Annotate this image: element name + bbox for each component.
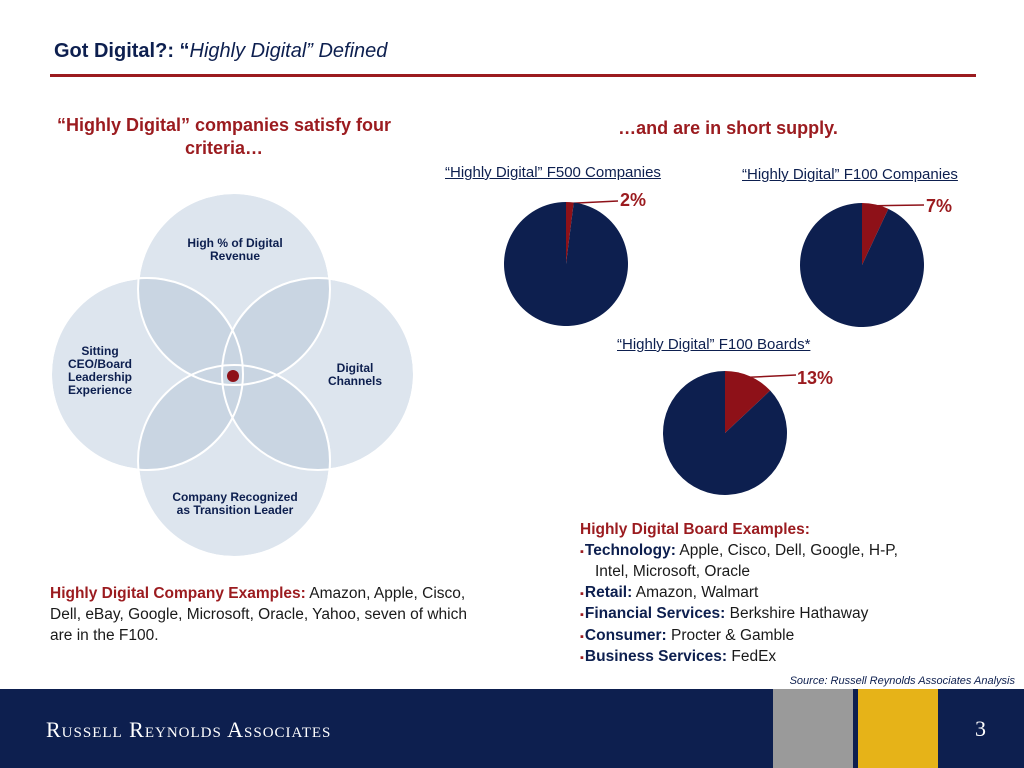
title-divider bbox=[50, 74, 976, 77]
pie-chart-boards bbox=[663, 371, 797, 495]
board-item-technology: ▪Technology: Apple, Cisco, Dell, Google,… bbox=[580, 541, 898, 559]
pie-chart-f100 bbox=[800, 203, 925, 327]
board-examples: Highly Digital Board Examples: ▪Technolo… bbox=[580, 520, 1000, 669]
pie-title-f100: “Highly Digital” F100 Companies bbox=[742, 166, 958, 183]
bullet-icon: ▪ bbox=[580, 630, 584, 643]
pie-chart-f500 bbox=[504, 200, 629, 326]
board-item-financial: ▪Financial Services: Berkshire Hathaway bbox=[580, 605, 869, 622]
footer-bar bbox=[0, 689, 1024, 768]
source-note: Source: Russell Reynolds Associates Anal… bbox=[789, 675, 1015, 687]
venn-label-left: Sitting CEO/Board Leadership Experience bbox=[67, 344, 133, 397]
venn-label-top: High % of Digital Revenue bbox=[187, 236, 283, 263]
venn-center-dot bbox=[227, 370, 239, 382]
board-item-technology-cont: Intel, Microsoft, Oracle bbox=[595, 563, 751, 580]
pie-title-boards: “Highly Digital” F100 Boards* bbox=[617, 336, 811, 353]
pie-leader-line-f500 bbox=[569, 200, 619, 205]
pie-slice-f500-highlight bbox=[566, 202, 574, 264]
pie-value-label-f100: 7% bbox=[926, 196, 953, 216]
board-item-retail: ▪Retail: Amazon, Walmart bbox=[580, 583, 759, 601]
venn-label-right: Digital Channels bbox=[327, 361, 382, 388]
slide-title: Got Digital?: “Highly Digital” Defined bbox=[54, 40, 387, 63]
pie-leader-line-f100 bbox=[875, 204, 925, 207]
board-item-business: ▪Business Services: FedEx bbox=[580, 648, 777, 665]
bullet-icon: ▪ bbox=[580, 587, 584, 600]
title-prefix: Got Digital?: bbox=[54, 40, 180, 62]
footer-gold-square bbox=[858, 689, 938, 768]
pie-slice-boards-highlight bbox=[725, 371, 771, 433]
criteria-heading: “Highly Digital” companies satisfy four … bbox=[56, 115, 392, 158]
bullet-icon: ▪ bbox=[580, 609, 584, 621]
title-open-quote: “ bbox=[179, 40, 190, 62]
bullet-icon: ▪ bbox=[580, 652, 584, 664]
board-examples-heading: Highly Digital Board Examples: bbox=[580, 521, 810, 538]
pie-value-label-boards: 13% bbox=[797, 368, 834, 388]
pie-slice-boards-rest bbox=[663, 371, 787, 495]
firm-logo-text: Russell Reynolds Associates bbox=[46, 717, 332, 742]
pie-slice-f100-highlight bbox=[862, 203, 889, 265]
company-examples-label: Highly Digital Company Examples: bbox=[50, 585, 306, 602]
supply-heading: …and are in short supply. bbox=[618, 118, 838, 138]
pie-slice-f500-rest bbox=[504, 202, 629, 326]
company-examples-text: Amazon, Apple, Cisco, Dell, eBay, Google… bbox=[50, 585, 467, 644]
title-italic: Highly Digital” Defined bbox=[189, 40, 388, 62]
pie-value-label-f500: 2% bbox=[620, 190, 647, 210]
pie-title-f500: “Highly Digital” F500 Companies bbox=[445, 164, 661, 181]
footer-gray-square bbox=[773, 689, 853, 768]
company-examples: Highly Digital Company Examples: Amazon,… bbox=[50, 583, 470, 646]
board-item-consumer: ▪Consumer: Procter & Gamble bbox=[580, 626, 795, 644]
venn-label-bottom: Company Recognized as Transition Leader bbox=[172, 490, 298, 517]
page-number: 3 bbox=[975, 716, 986, 741]
pie-slice-f100-rest bbox=[800, 203, 924, 327]
pie-leader-line-boards bbox=[749, 374, 797, 378]
bullet-icon: ▪ bbox=[580, 545, 584, 558]
